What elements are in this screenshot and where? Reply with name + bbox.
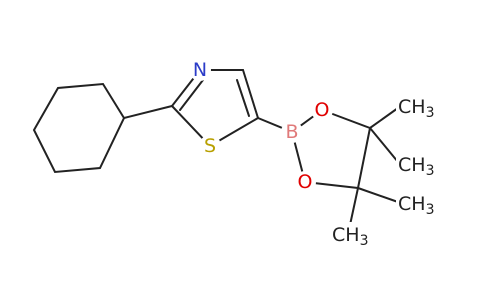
methyl-label: CH3 — [332, 224, 368, 249]
bond — [357, 187, 399, 203]
bond — [357, 127, 371, 189]
cyclohexane-ring — [32, 82, 126, 174]
double-bond — [179, 79, 204, 111]
methyl-subscript: 3 — [426, 202, 435, 218]
methyl-label: CH3 — [398, 193, 434, 218]
bond — [242, 69, 259, 119]
atom-label: O — [315, 99, 330, 121]
methyl-subscript: 3 — [426, 105, 435, 121]
double-bond — [236, 79, 250, 117]
bond — [123, 105, 173, 119]
atom-label: O — [298, 171, 313, 193]
methyl-label: CH3 — [398, 154, 434, 179]
methyl-main: CH — [398, 96, 426, 118]
atom-label: S — [204, 135, 216, 157]
bond — [349, 187, 359, 226]
atom-label: N — [193, 59, 207, 81]
methyl-label: CH3 — [398, 96, 434, 121]
methyl-main: CH — [332, 224, 360, 246]
methyl-main: CH — [398, 154, 426, 176]
bond — [369, 127, 399, 163]
methyl-subscript: 3 — [360, 233, 369, 249]
atom-label: B — [285, 121, 298, 143]
methyl-main: CH — [398, 193, 426, 215]
methyl-subscript: 3 — [426, 163, 435, 179]
bond — [369, 107, 399, 129]
